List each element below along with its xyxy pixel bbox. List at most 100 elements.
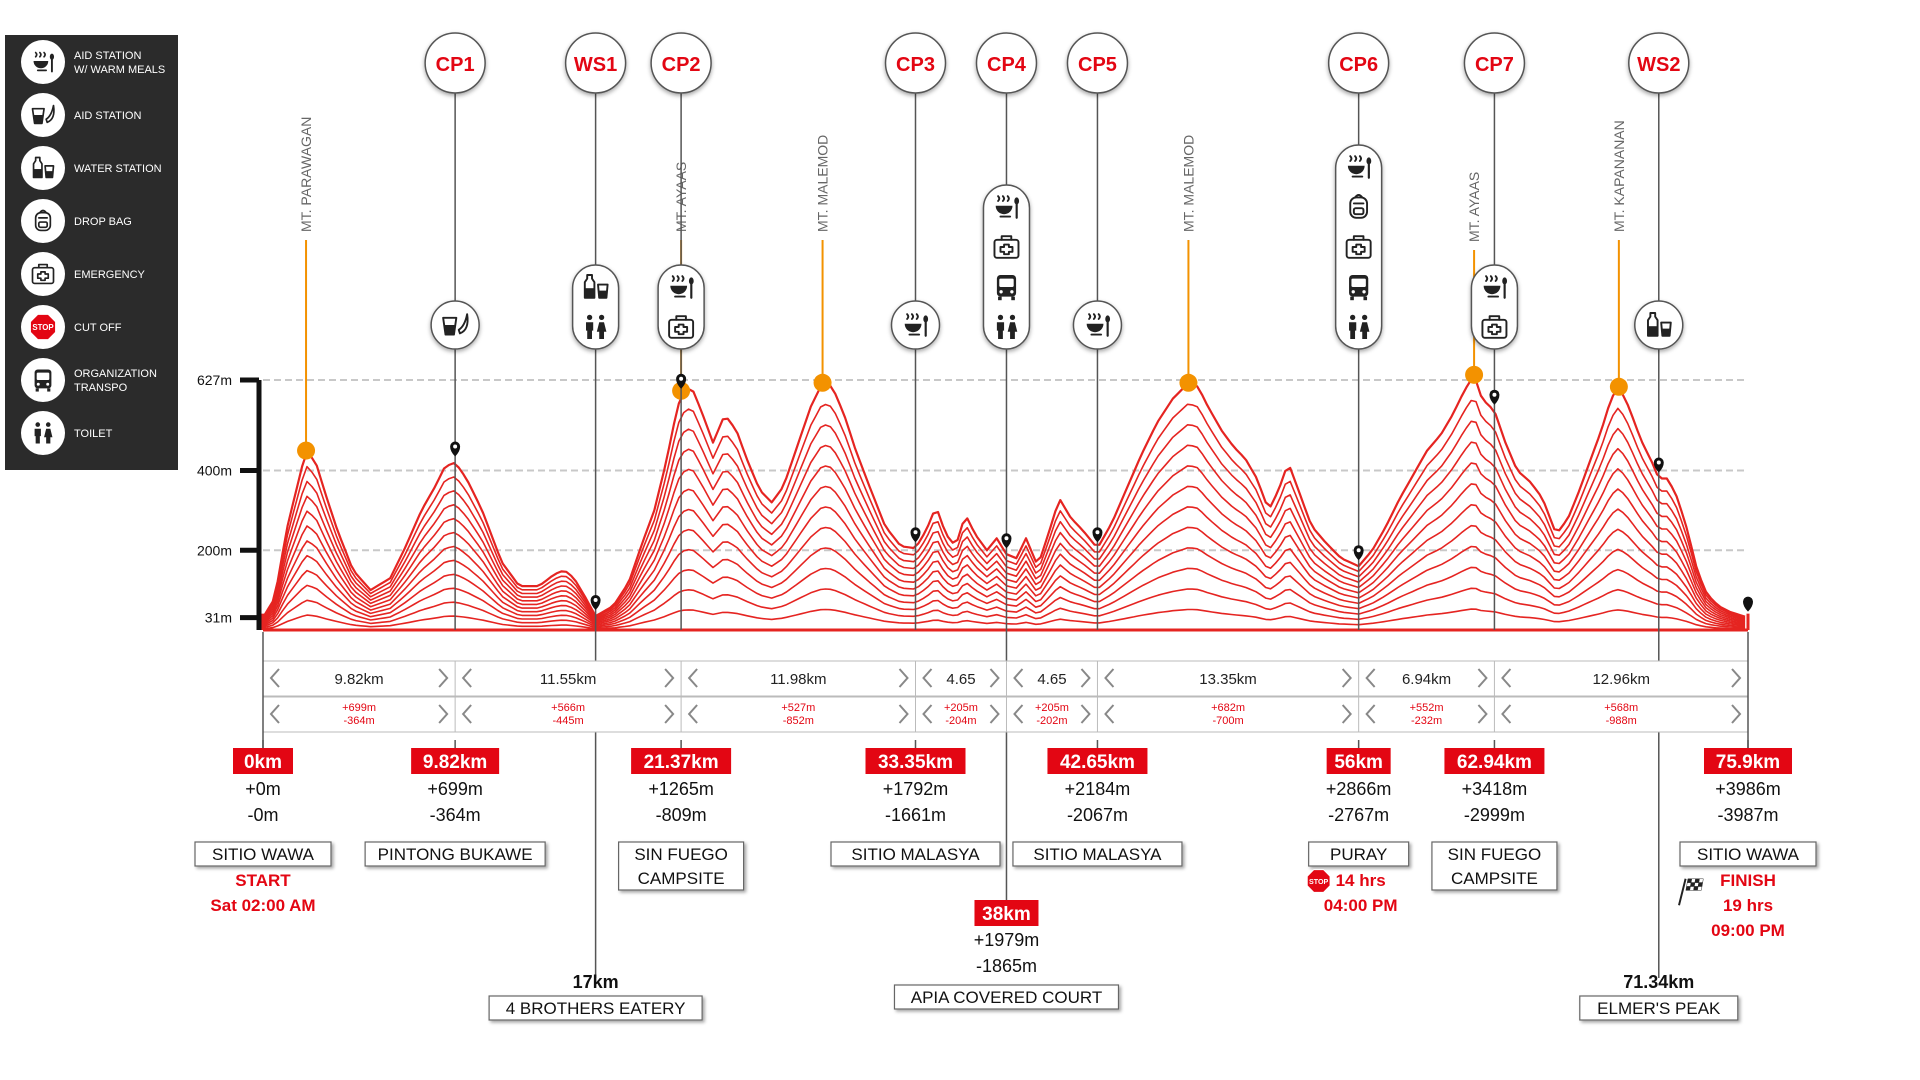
place-box	[830, 841, 1001, 867]
checkpoint-note: FINISH	[1720, 871, 1776, 890]
first-aid-icon	[31, 263, 55, 285]
lower-stop-km: 71.34km	[1623, 972, 1694, 992]
km-badge-label: 42.65km	[1060, 752, 1135, 773]
cup-banana-icon	[31, 104, 55, 125]
chevron-left-icon	[687, 704, 698, 724]
y-axis: 31m 200m 400m 627m	[197, 372, 262, 630]
station-cp3: CP3	[884, 32, 947, 630]
peak-label: MT. KAPANANAN	[1611, 120, 1627, 232]
chevron-right-icon	[1731, 704, 1742, 724]
km-badge	[1047, 748, 1148, 774]
station-cp4: CP4	[975, 32, 1038, 908]
station-pin-hole	[1095, 530, 1100, 535]
segment: 9.82km +699m-364m	[269, 668, 449, 727]
bus-icon	[1349, 275, 1369, 301]
place-name: SIN FUEGO	[634, 845, 728, 864]
legend-label-line2: W/ WARM MEALS	[74, 64, 165, 76]
segment-bars: 9.82km +699m-364m 11.55km +566m-445m 11.98km…	[262, 632, 1749, 760]
station-label: WS1	[574, 54, 617, 76]
segment-loss: -202m	[1036, 715, 1067, 727]
chevron-right-icon	[989, 704, 1000, 724]
y-tick-label: 31m	[205, 610, 232, 626]
station-label: WS2	[1637, 54, 1680, 76]
station-pin-icon	[590, 595, 601, 611]
station-cp1: CP1	[424, 32, 486, 630]
station-pin-icon	[1489, 389, 1500, 405]
place-name: SITIO MALASYA	[851, 845, 980, 864]
station-pin-icon	[1653, 457, 1664, 473]
checkpoint-gain: +3986m	[1715, 779, 1781, 799]
lower-stop-gain: +1979m	[974, 930, 1040, 950]
km-badge	[1444, 748, 1545, 774]
station-icon-capsule	[982, 184, 1031, 350]
place-name: SITIO MALASYA	[1033, 845, 1162, 864]
elevation-contour-line	[262, 504, 1746, 625]
segment-gain: +682m	[1211, 702, 1245, 714]
station-pin-icon	[910, 527, 921, 543]
chevron-left-icon	[1501, 668, 1512, 688]
place-box	[194, 841, 332, 867]
station-badge	[1327, 32, 1390, 94]
chevron-left-icon	[687, 668, 698, 688]
bowl-spoon-icon	[1483, 275, 1508, 299]
place-box	[1012, 841, 1183, 867]
chevron-left-icon	[461, 668, 472, 688]
bottle-cup-icon	[583, 274, 609, 299]
station-label: CP3	[896, 54, 935, 76]
toilet-icon	[586, 314, 607, 339]
chevron-right-icon	[898, 704, 909, 724]
station-ws2: WS2	[1628, 32, 1690, 978]
svg-text:STOP: STOP	[1309, 878, 1328, 886]
checkpoint-loss: -809m	[656, 805, 707, 825]
segment-distance: 4.65	[946, 671, 975, 688]
km-badge-label: 56km	[1334, 752, 1383, 773]
chevron-right-icon	[1477, 668, 1488, 688]
legend-label: AID STATION	[74, 50, 141, 62]
station-badge	[1066, 32, 1129, 94]
elevation-contour-line	[262, 608, 1746, 630]
checkpoint-gain: +3418m	[1462, 779, 1528, 799]
legend-item: TOILET	[21, 411, 113, 455]
chevron-right-icon	[1477, 704, 1488, 724]
km-badge-label: 75.9km	[1716, 752, 1780, 773]
segment-distance-bar	[262, 660, 1749, 697]
peak-dot	[1609, 377, 1628, 396]
elevation-profile	[261, 378, 1750, 632]
elevation-contour-line	[262, 399, 1746, 620]
station-cp5: CP5	[1066, 32, 1129, 630]
station-ws1: WS1	[564, 32, 627, 978]
km-badge-label: 33.35km	[878, 752, 953, 773]
station-badge	[1628, 32, 1690, 94]
finish-pin-icon	[1743, 596, 1753, 612]
checkpoint-note: 14 hrs	[1336, 871, 1386, 890]
lower-stop-block: 71.34km ELMER'S PEAK	[1579, 972, 1739, 1021]
first-aid-icon	[1481, 315, 1508, 339]
km-badge	[974, 900, 1039, 926]
segment: 12.96km +568m-988m	[1493, 661, 1742, 732]
station-label: CP7	[1475, 54, 1514, 76]
station-pin-hole	[1492, 392, 1497, 397]
segment-loss: -232m	[1411, 715, 1442, 727]
station-pin-hole	[1004, 536, 1009, 541]
station-pin-hole	[679, 376, 684, 381]
elevation-contour-line	[262, 420, 1746, 621]
segment-loss: -852m	[783, 715, 814, 727]
bottle-cup-icon	[1647, 312, 1672, 337]
stop-sign-icon: STOP	[1306, 869, 1331, 893]
chevron-left-icon	[1013, 668, 1024, 688]
checkpoint-info-block: 0km +0m -0m SITIO WAWA START Sat 02:00 AM	[194, 740, 332, 915]
legend-icon-circle	[21, 411, 65, 455]
station-label: CP5	[1078, 54, 1117, 76]
chevron-left-icon	[1365, 704, 1376, 724]
checkpoint-loss: -0m	[248, 805, 279, 825]
elevation-contour-line	[262, 524, 1746, 626]
place-box	[1431, 841, 1558, 891]
bowl-spoon-icon	[670, 275, 694, 299]
legend-panel: AID STATION W/ WARM MEALS AID STATION WATER…	[5, 35, 178, 470]
checkpoint-info-block: 33.35km +1792m -1661m SITIO MALASYA	[830, 740, 1001, 867]
checkpoint-note: 19 hrs	[1723, 896, 1773, 915]
peak-label: MT. PARAWAGAN	[298, 117, 314, 232]
km-badge-label: 62.94km	[1457, 752, 1532, 773]
place-name: APIA COVERED COURT	[911, 988, 1102, 1007]
